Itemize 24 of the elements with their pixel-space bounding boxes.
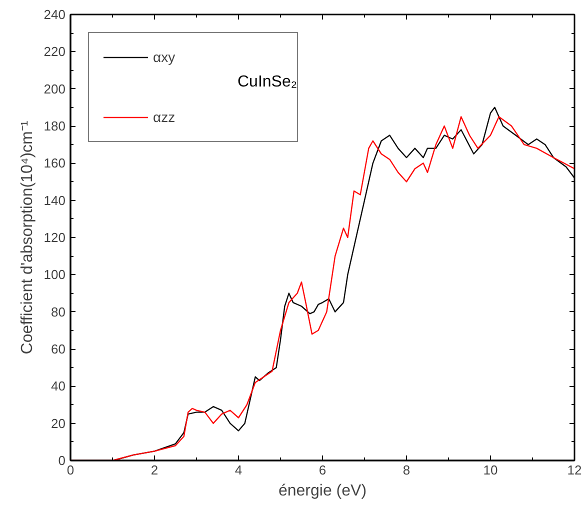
- y-tick-label: 200: [44, 81, 66, 96]
- y-tick-label: 100: [44, 267, 66, 282]
- y-tick-label: 20: [51, 416, 66, 431]
- y-tick-label: 60: [51, 342, 66, 356]
- y-tick-label: 180: [44, 118, 66, 134]
- x-tick-label: 6: [318, 462, 326, 478]
- annotation: CuInSe₂: [238, 74, 298, 90]
- y-tick-label: 140: [44, 192, 66, 208]
- y-tick-label: 160: [44, 156, 66, 171]
- y-axis-title: Coefficient d'absorption(10⁴)cm⁻¹: [18, 120, 36, 354]
- y-tick-label: 80: [51, 304, 66, 320]
- legend-label: αxy: [153, 49, 176, 65]
- y-tick-label: 240: [44, 7, 66, 22]
- x-tick-label: 10: [483, 462, 498, 478]
- x-axis-title: énergie (eV): [278, 482, 367, 500]
- x-tick-label: 12: [567, 462, 582, 478]
- y-tick-label: 0: [58, 453, 66, 468]
- y-tick-label: 220: [44, 44, 66, 60]
- x-tick-label: 2: [150, 462, 158, 478]
- legend-label: αzz: [153, 109, 176, 125]
- x-tick-label: 8: [402, 462, 410, 478]
- x-tick-label: 4: [234, 462, 242, 478]
- y-tick-label: 40: [51, 378, 66, 394]
- y-tick-label: 120: [44, 230, 66, 245]
